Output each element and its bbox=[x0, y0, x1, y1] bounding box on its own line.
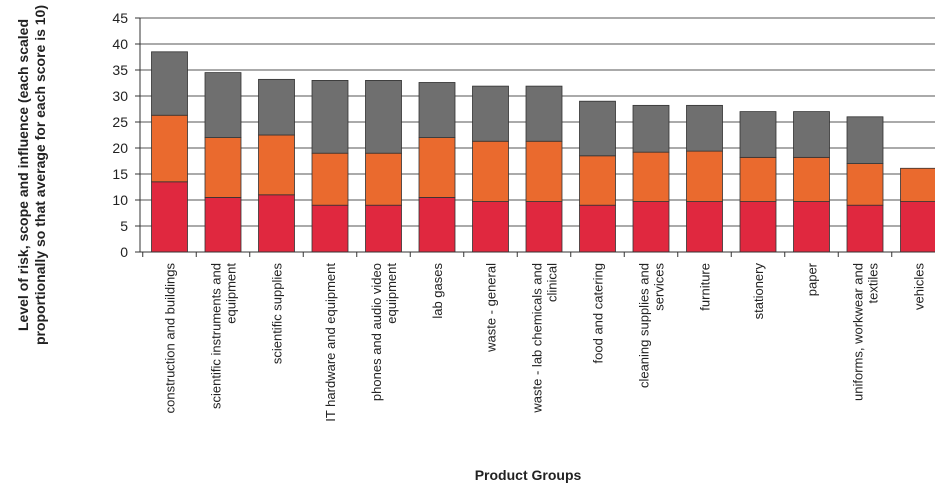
x-tick-label: clinical bbox=[545, 263, 560, 302]
y-tick-label: 35 bbox=[112, 62, 128, 78]
bar-segment-bottom bbox=[311, 204, 349, 253]
bar-segment-middle bbox=[900, 167, 935, 202]
bar-segment-top bbox=[258, 78, 295, 136]
bar-segment-middle bbox=[793, 156, 830, 202]
y-axis-title: Level of risk, scope and influence (each… bbox=[15, 5, 48, 345]
bar-segment-top bbox=[846, 116, 884, 165]
bar-segment-middle bbox=[365, 152, 402, 206]
y-tick-label: 5 bbox=[120, 218, 128, 234]
bar-segment-top bbox=[311, 80, 349, 154]
y-tick-label: 0 bbox=[120, 244, 128, 260]
bar-segment-top bbox=[365, 80, 402, 154]
bar-segment-middle bbox=[204, 137, 242, 198]
x-tick-label: scientific instruments and bbox=[209, 263, 224, 409]
bar-segment-top bbox=[204, 72, 242, 138]
bar-segment-top bbox=[525, 85, 563, 142]
bar-segment-middle bbox=[472, 140, 509, 202]
y-tick-label: 40 bbox=[112, 36, 128, 52]
bar-segment-top bbox=[632, 104, 670, 153]
x-tick-label: stationery bbox=[751, 263, 766, 320]
bar-segment-bottom bbox=[151, 181, 188, 253]
bar-segment-bottom bbox=[793, 201, 830, 253]
bar-segment-bottom bbox=[525, 201, 563, 253]
y-tick-label: 20 bbox=[112, 140, 128, 156]
y-tick-label: 15 bbox=[112, 166, 128, 182]
bar-segment-bottom bbox=[739, 201, 777, 253]
bar-segment-bottom bbox=[900, 201, 935, 253]
bar-segment-top bbox=[151, 51, 188, 116]
x-tick-label: equipment bbox=[384, 263, 399, 324]
bar-segment-bottom bbox=[258, 194, 295, 253]
y-tick-label: 45 bbox=[112, 10, 128, 26]
x-tick-label: paper bbox=[805, 262, 820, 296]
x-tick-label: equipment bbox=[224, 263, 239, 324]
bars bbox=[151, 51, 935, 253]
y-tick-labels: 0 5 10 15 20 25 30 35 40 45 bbox=[112, 10, 128, 260]
bar-segment-middle bbox=[151, 114, 188, 183]
bar-segment-bottom bbox=[686, 201, 723, 253]
x-tick-label: services bbox=[652, 263, 667, 311]
bar-segment-middle bbox=[846, 163, 884, 206]
bar-segment-top bbox=[739, 111, 777, 158]
x-tick-label: IT hardware and equipment bbox=[323, 263, 338, 422]
bar-segment-middle bbox=[579, 155, 616, 206]
x-tick-label: food and catering bbox=[591, 263, 606, 363]
y-tick-label: 25 bbox=[112, 114, 128, 130]
bar-segment-bottom bbox=[204, 196, 242, 253]
x-tick-label: scientific supplies bbox=[270, 263, 285, 365]
x-tick-label: construction and buildings bbox=[163, 263, 178, 414]
x-tick-label: waste - general bbox=[484, 263, 499, 353]
bar-segment-bottom bbox=[632, 201, 670, 253]
x-tick-label: lab gases bbox=[430, 263, 445, 319]
axes bbox=[135, 17, 935, 257]
bar-segment-bottom bbox=[579, 204, 616, 253]
x-tick-label: furniture bbox=[698, 263, 713, 311]
y-tick-label: 10 bbox=[112, 192, 128, 208]
y-tick-label: 30 bbox=[112, 88, 128, 104]
x-tick-labels: construction and buildings scientific ins… bbox=[163, 262, 927, 421]
bar-segment-middle bbox=[632, 151, 670, 202]
bar-segment-bottom bbox=[472, 201, 509, 253]
bar-segment-top bbox=[472, 85, 509, 142]
bar-segment-middle bbox=[525, 140, 563, 202]
bar-segment-top bbox=[686, 104, 723, 152]
x-tick-label: uniforms, workwear and bbox=[851, 263, 866, 401]
bar-segment-middle bbox=[739, 156, 777, 202]
y-axis-title-line: Level of risk, scope and influence (each… bbox=[15, 19, 31, 331]
x-axis-title: Product Groups bbox=[475, 467, 582, 483]
bar-segment-top bbox=[579, 100, 616, 157]
bar-segment-middle bbox=[258, 134, 295, 196]
y-axis-title-line: proportionally so that average for each … bbox=[32, 5, 48, 345]
x-tick-label: cleaning supplies and bbox=[637, 263, 652, 388]
bar-segment-top bbox=[793, 111, 830, 158]
x-tick-label: textiles bbox=[866, 263, 881, 304]
bar-segment-bottom bbox=[418, 196, 456, 253]
x-tick-label: phones and audio video bbox=[369, 263, 384, 401]
x-tick-label: vehicles bbox=[912, 263, 927, 310]
bar-segment-bottom bbox=[846, 204, 884, 253]
bar-segment-middle bbox=[686, 150, 723, 202]
bar-segment-top bbox=[418, 82, 456, 139]
x-tick-label: waste - lab chemicals and bbox=[530, 263, 545, 414]
bar-segment-bottom bbox=[365, 204, 402, 253]
bar-segment-middle bbox=[311, 152, 349, 206]
bar-segment-middle bbox=[418, 137, 456, 198]
